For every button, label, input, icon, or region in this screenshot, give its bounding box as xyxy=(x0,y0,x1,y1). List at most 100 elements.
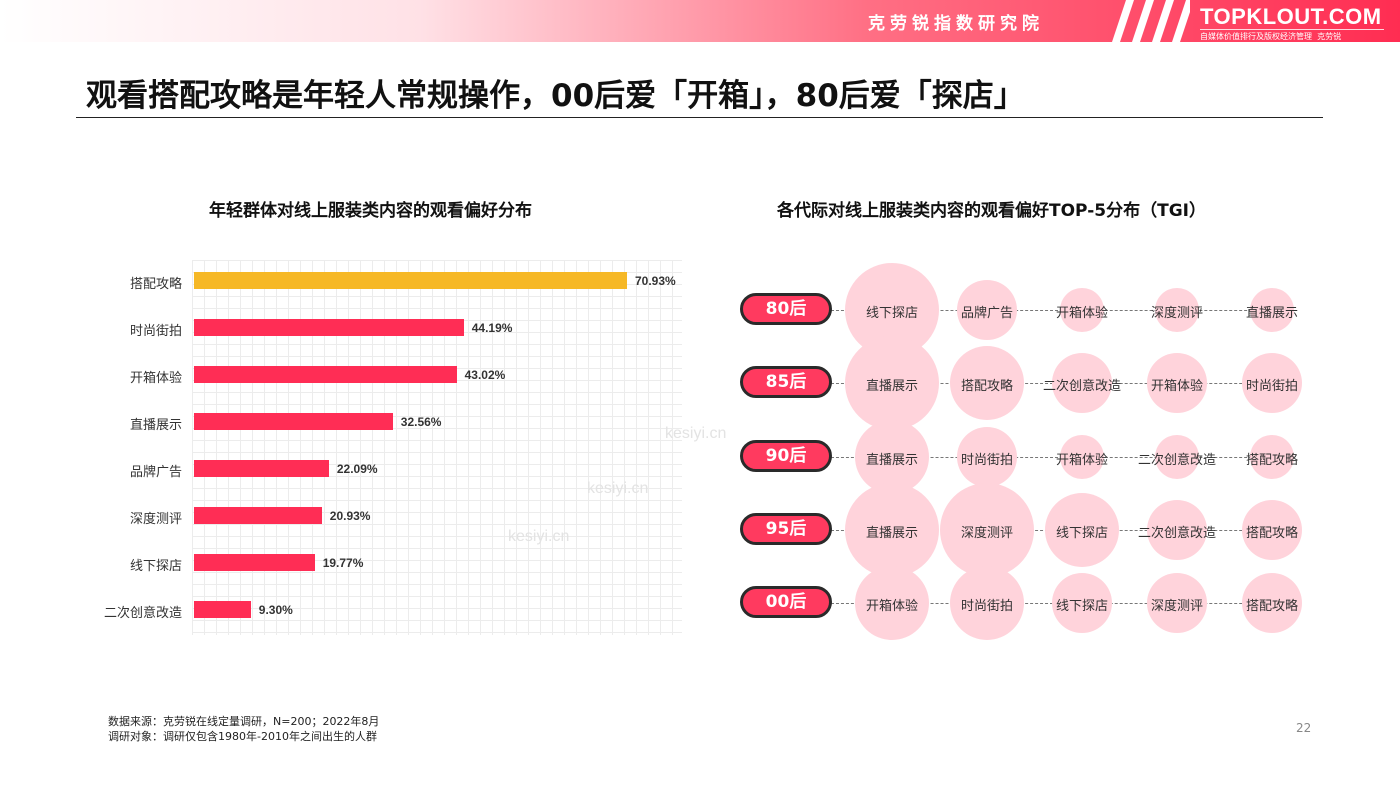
preference-label: 深度测评 xyxy=(1150,306,1203,321)
preference-bubble xyxy=(1155,288,1199,332)
preference-label: 品牌广告 xyxy=(960,306,1013,321)
preference-bubble xyxy=(1060,435,1104,479)
preference-bubble xyxy=(957,427,1017,487)
preference-bubble xyxy=(1155,435,1199,479)
preference-label: 线下探店 xyxy=(1055,599,1108,614)
generation-row: 线下探店 品牌广告 开箱体验 深度测评 直播展示 80后 xyxy=(737,263,1317,357)
preference-label: 深度测评 xyxy=(960,526,1013,541)
preference-label: 开箱体验 xyxy=(1055,453,1108,468)
preference-bubble xyxy=(855,420,929,494)
preference-label: 二次创意改造 xyxy=(1042,379,1121,394)
preference-label: 搭配攻略 xyxy=(1245,599,1298,614)
bar xyxy=(194,601,251,618)
value-label: 19.77% xyxy=(322,556,364,570)
value-label: 9.30% xyxy=(258,603,293,617)
bar-chart-title: 年轻群体对线上服装类内容的观看偏好分布 xyxy=(209,201,532,221)
preference-label: 直播展示 xyxy=(865,526,918,541)
page-title: 观看搭配攻略是年轻人常规操作，00后爱「开箱」，80后爱「探店」 xyxy=(86,78,1025,114)
page-number: 22 xyxy=(1296,721,1312,735)
generation-badge: 95后 xyxy=(740,513,832,545)
top-banner: 克劳锐指数研究院 TOPKLOUT.COM 自媒体价值排行及版权经济管理 克劳锐 xyxy=(0,0,1400,42)
preference-bubble xyxy=(1242,353,1302,413)
preference-label: 线下探店 xyxy=(1055,526,1108,541)
preference-bubble xyxy=(1250,288,1294,332)
generation-badge: 90后 xyxy=(740,440,832,472)
preference-bubble xyxy=(950,346,1024,420)
bubble-chart-title: 各代际对线上服装类内容的观看偏好TOP-5分布（TGI） xyxy=(777,201,1206,221)
bar xyxy=(194,413,393,430)
category-label: 二次创意改造 xyxy=(103,606,182,621)
category-label: 品牌广告 xyxy=(129,465,182,480)
value-label: 32.56% xyxy=(400,415,442,429)
preference-label: 深度测评 xyxy=(1150,599,1203,614)
stripe-decoration xyxy=(1112,0,1190,42)
value-label: 43.02% xyxy=(464,368,506,382)
value-label: 22.09% xyxy=(336,462,378,476)
preference-label: 二次创意改造 xyxy=(1137,453,1216,468)
preference-bubble xyxy=(855,566,929,640)
connector-line xyxy=(831,457,1277,458)
watermark: kesiyi.cn xyxy=(587,480,649,497)
category-label: 开箱体验 xyxy=(129,371,182,386)
brand-logo: TOPKLOUT.COM xyxy=(1200,4,1382,29)
watermark: kesiyi.cn xyxy=(508,528,570,545)
preference-label: 直播展示 xyxy=(865,379,918,394)
generation-badge: 80后 xyxy=(740,293,832,325)
preference-bubble xyxy=(1060,288,1104,332)
preference-label: 开箱体验 xyxy=(865,599,918,614)
data-source: 数据来源：克劳锐在线定量调研，N=200；2022年8月 xyxy=(108,715,380,728)
preference-bubble xyxy=(1147,573,1207,633)
preference-bubble xyxy=(940,483,1034,577)
category-label: 时尚街拍 xyxy=(129,324,182,339)
category-label: 搭配攻略 xyxy=(129,277,182,292)
preference-bubble xyxy=(845,336,939,430)
bar xyxy=(194,507,322,524)
watermark: kesiyi.cn xyxy=(665,425,727,442)
generation-row: 开箱体验 时尚街拍 线下探店 深度测评 搭配攻略 00后 xyxy=(737,566,1317,640)
preference-bubble xyxy=(957,280,1017,340)
preference-bubble xyxy=(1250,435,1294,479)
preference-bubble xyxy=(1052,573,1112,633)
preference-label: 时尚街拍 xyxy=(960,599,1013,614)
preference-label: 线下探店 xyxy=(865,306,918,321)
value-label: 70.93% xyxy=(635,274,676,288)
preference-label: 直播展示 xyxy=(1245,306,1298,321)
preference-bubble xyxy=(1242,500,1302,560)
preference-label: 时尚街拍 xyxy=(960,453,1013,468)
value-label: 44.19% xyxy=(471,321,513,335)
preference-bubble xyxy=(950,566,1024,640)
bar xyxy=(194,554,315,571)
preference-bubble xyxy=(845,483,939,577)
preference-bubble xyxy=(1052,353,1112,413)
value-label: 20.93% xyxy=(329,509,371,523)
generation-badge: 85后 xyxy=(740,366,832,398)
preference-label: 开箱体验 xyxy=(1150,379,1203,394)
bar xyxy=(194,272,627,289)
category-label: 深度测评 xyxy=(129,512,182,527)
footnote: 数据来源：克劳锐在线定量调研，N=200；2022年8月 调研对象：调研仅包含1… xyxy=(108,714,379,744)
preference-label: 搭配攻略 xyxy=(1245,526,1298,541)
preference-bubble xyxy=(1147,500,1207,560)
category-label: 直播展示 xyxy=(129,418,182,433)
chart-grid xyxy=(192,260,682,635)
brand-tagline: 自媒体价值排行及版权经济管理 克劳锐 xyxy=(1200,29,1384,42)
generation-row: 直播展示 搭配攻略 二次创意改造 开箱体验 时尚街拍 85后 xyxy=(737,336,1317,430)
preference-label: 搭配攻略 xyxy=(1245,453,1298,468)
generation-badge: 00后 xyxy=(740,586,832,618)
category-label: 线下探店 xyxy=(129,559,182,574)
preference-label: 搭配攻略 xyxy=(960,379,1013,394)
generation-row: 直播展示 深度测评 线下探店 二次创意改造 搭配攻略 95后 xyxy=(737,483,1317,577)
preference-label: 开箱体验 xyxy=(1055,306,1108,321)
preference-label: 二次创意改造 xyxy=(1137,526,1216,541)
connector-line xyxy=(831,310,1277,311)
generation-row: 直播展示 时尚街拍 开箱体验 二次创意改造 搭配攻略 90后 xyxy=(737,420,1317,494)
title-divider xyxy=(76,117,1323,118)
preference-label: 直播展示 xyxy=(865,453,918,468)
preference-bubble xyxy=(1242,573,1302,633)
preference-bubble xyxy=(1147,353,1207,413)
institute-name: 克劳锐指数研究院 xyxy=(868,14,1044,34)
bar xyxy=(194,366,457,383)
preference-label: 时尚街拍 xyxy=(1245,379,1298,394)
bar xyxy=(194,460,329,477)
preference-bubble xyxy=(1045,493,1119,567)
